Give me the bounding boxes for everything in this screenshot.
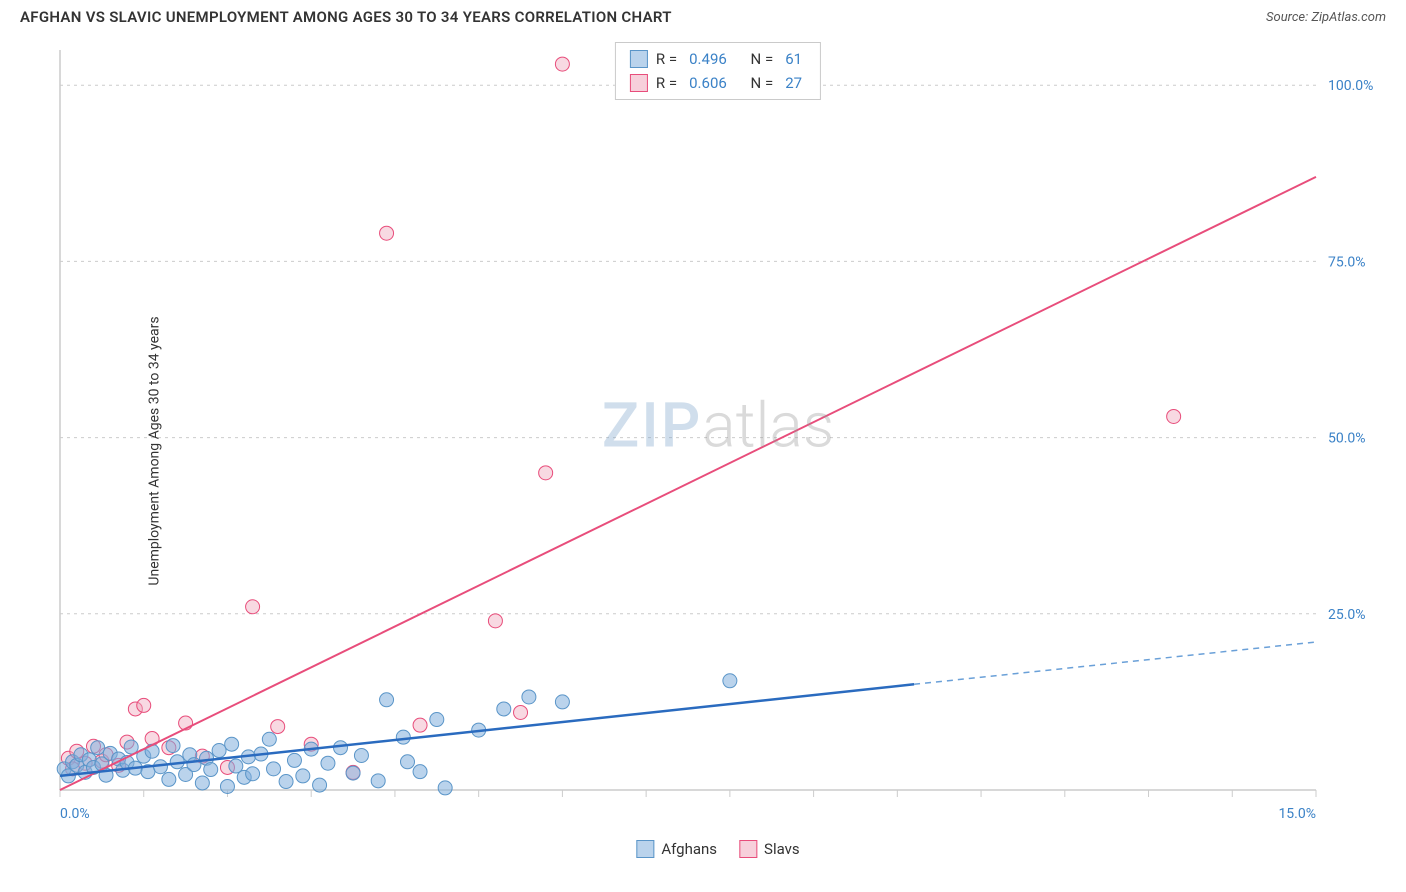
stats-row-slavs: R = 0.606 N = 27 xyxy=(630,71,806,95)
svg-text:0.0%: 0.0% xyxy=(60,806,90,822)
series-legend: Afghans Slavs xyxy=(636,840,799,858)
svg-text:25.0%: 25.0% xyxy=(1328,607,1366,623)
swatch-blue xyxy=(636,840,654,858)
svg-text:100.0%: 100.0% xyxy=(1328,78,1373,94)
plot-area: Unemployment Among Ages 30 to 34 years 2… xyxy=(50,40,1386,862)
legend-item-slavs: Slavs xyxy=(739,840,800,858)
scatter-chart: 25.0% 50.0% 75.0% 100.0% 0.0% 15.0% xyxy=(50,40,1386,830)
source-attribution: Source: ZipAtlas.com xyxy=(1266,10,1386,25)
stats-row-afghans: R = 0.496 N = 61 xyxy=(630,47,806,71)
chart-title: AFGHAN VS SLAVIC UNEMPLOYMENT AMONG AGES… xyxy=(20,8,672,26)
legend-item-afghans: Afghans xyxy=(636,840,717,858)
y-axis-label: Unemployment Among Ages 30 to 34 years xyxy=(147,316,163,585)
swatch-blue xyxy=(630,50,648,68)
svg-text:15.0%: 15.0% xyxy=(1278,806,1316,822)
svg-text:75.0%: 75.0% xyxy=(1328,254,1366,270)
swatch-pink xyxy=(739,840,757,858)
stats-legend: R = 0.496 N = 61 R = 0.606 N = 27 xyxy=(615,42,821,100)
svg-text:50.0%: 50.0% xyxy=(1328,431,1366,447)
swatch-pink xyxy=(630,74,648,92)
